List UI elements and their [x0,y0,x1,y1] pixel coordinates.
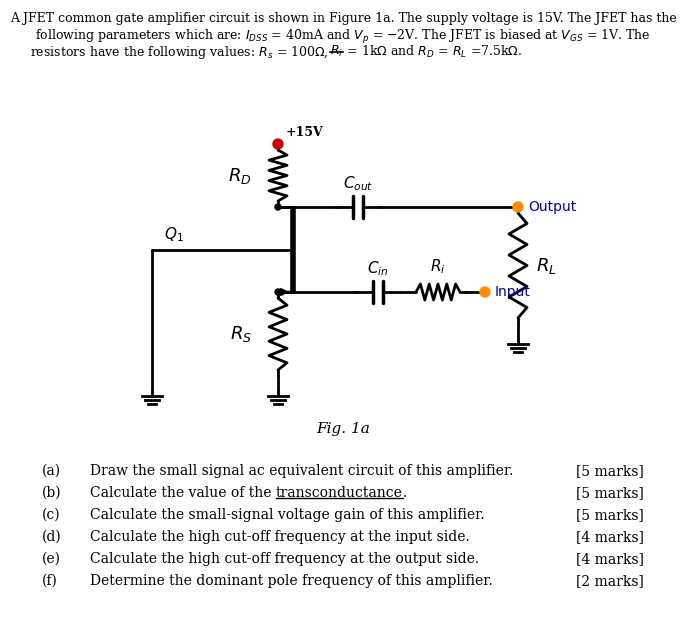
Text: Calculate the small-signal voltage gain of this amplifier.: Calculate the small-signal voltage gain … [90,508,484,522]
Circle shape [275,289,281,295]
Text: Output: Output [528,200,576,214]
Text: transconductance: transconductance [276,486,403,500]
Text: $Q_1$: $Q_1$ [164,225,184,243]
Text: Calculate the high cut-off frequency at the input side.: Calculate the high cut-off frequency at … [90,530,470,544]
Circle shape [480,287,490,297]
Text: (d): (d) [42,530,62,544]
Text: following parameters which are: $I_{DSS}$ = 40mA and $V_p$ = $-$2V. The JFET is : following parameters which are: $I_{DSS}… [35,28,651,46]
Text: $C_{out}$: $C_{out}$ [343,174,373,193]
Text: $R_D$: $R_D$ [228,165,252,185]
Text: (c): (c) [42,508,60,522]
Circle shape [275,204,281,210]
Text: $R_i$: $R_i$ [330,44,343,59]
Circle shape [273,139,283,149]
Text: +15V: +15V [286,126,324,139]
Text: [5 marks]: [5 marks] [576,486,644,500]
Circle shape [513,202,523,212]
Text: Input: Input [495,285,531,299]
Text: $R_S$: $R_S$ [230,324,252,344]
Text: Calculate the value of the: Calculate the value of the [90,486,276,500]
Text: Draw the small signal ac equivalent circuit of this amplifier.: Draw the small signal ac equivalent circ… [90,464,513,478]
Text: $R_i$: $R_i$ [430,258,446,276]
Text: [5 marks]: [5 marks] [576,464,644,478]
Text: = 1k$\Omega$ and $R_D$ = $R_L$ =7.5k$\Omega$.: = 1k$\Omega$ and $R_D$ = $R_L$ =7.5k$\Om… [343,44,522,60]
Text: .: . [403,486,407,500]
Text: (a): (a) [42,464,61,478]
Text: Fig. 1a: Fig. 1a [316,422,370,436]
Text: $R_L$: $R_L$ [536,256,557,276]
Text: [5 marks]: [5 marks] [576,508,644,522]
Text: (e): (e) [42,552,61,566]
Text: resistors have the following values: $R_s$ = 100$\Omega$,: resistors have the following values: $R_… [30,44,330,61]
Text: [2 marks]: [2 marks] [576,574,644,588]
Text: Determine the dominant pole frequency of this amplifier.: Determine the dominant pole frequency of… [90,574,493,588]
Text: [4 marks]: [4 marks] [576,552,644,566]
Text: $C_{in}$: $C_{in}$ [367,259,389,278]
Text: [4 marks]: [4 marks] [576,530,644,544]
Text: (f): (f) [42,574,58,588]
Text: A JFET common gate amplifier circuit is shown in Figure 1a. The supply voltage i: A JFET common gate amplifier circuit is … [10,12,676,25]
Text: (b): (b) [42,486,62,500]
Text: Calculate the high cut-off frequency at the output side.: Calculate the high cut-off frequency at … [90,552,479,566]
